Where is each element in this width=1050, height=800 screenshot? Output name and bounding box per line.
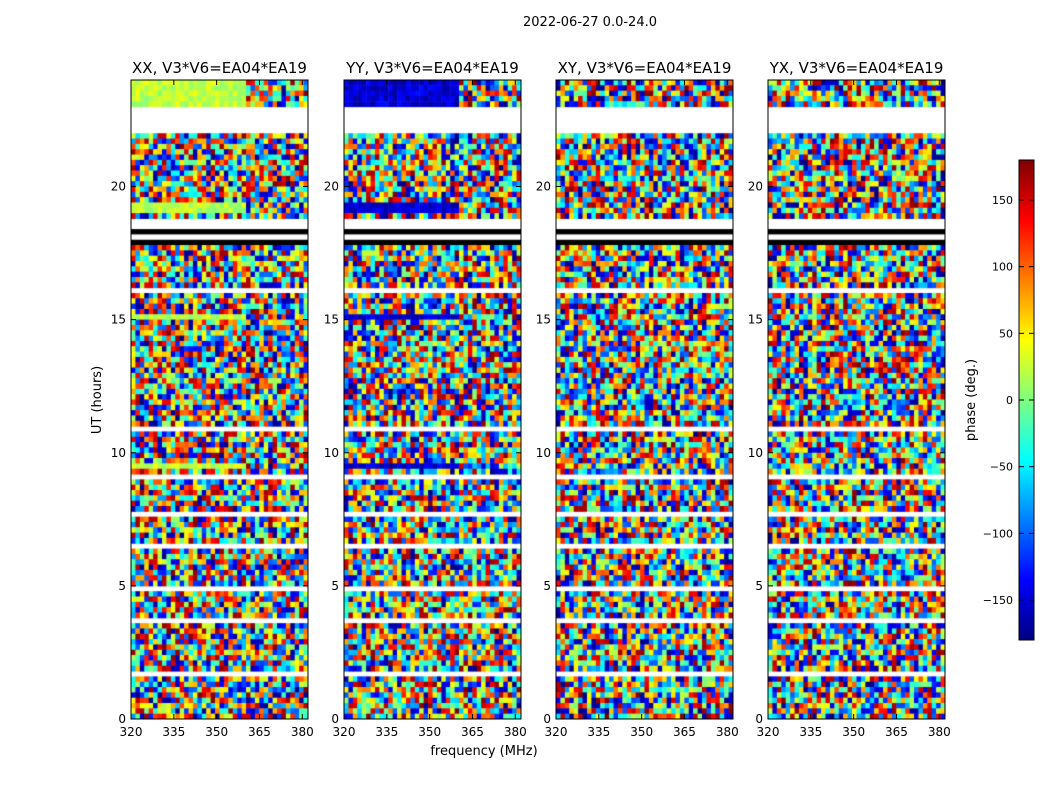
x-tick-label: 335 xyxy=(375,725,398,739)
y-tick-label: 10 xyxy=(324,446,339,460)
colorbar-tick-label: 50 xyxy=(999,327,1013,340)
y-tick-label: 20 xyxy=(111,180,126,194)
colorbar-ticks: −150 −100 −50 0 50 100 150 xyxy=(983,194,1034,607)
panel-4: YX, V3*V6=EA04*EA19 320 335 350 365 380 0 5 10 15… xyxy=(748,59,951,739)
x-tick-label: 320 xyxy=(120,725,143,739)
panel-frame xyxy=(343,79,522,720)
y-axis-label: UT (hours) xyxy=(90,366,105,434)
y-tick-label: 5 xyxy=(755,579,763,593)
y-tick-label: 5 xyxy=(118,579,126,593)
y-tick-label: 15 xyxy=(536,313,551,327)
panel-frame xyxy=(555,79,734,720)
y-tick-label: 0 xyxy=(331,712,339,726)
x-tick-label: 335 xyxy=(799,725,822,739)
colorbar-tick-label: 150 xyxy=(992,194,1013,207)
panel-title: YX, V3*V6=EA04*EA19 xyxy=(769,59,944,77)
y-tick-label: 10 xyxy=(536,446,551,460)
y-tick-label: 15 xyxy=(324,313,339,327)
y-tick-label: 20 xyxy=(748,180,763,194)
phase-heatmap-image xyxy=(131,80,308,719)
panel-3: XY, V3*V6=EA04*EA19 320 335 350 365 380 0 5 10 15… xyxy=(536,59,739,739)
x-tick-label: 365 xyxy=(673,725,696,739)
y-tick-label: 20 xyxy=(536,180,551,194)
colorbar-tick-label: −150 xyxy=(983,594,1013,607)
panel-frame xyxy=(767,79,946,720)
y-tick-label: 0 xyxy=(755,712,763,726)
colorbar: −150 −100 −50 0 50 100 150 phase (deg.) xyxy=(964,159,1035,641)
x-tick-label: 320 xyxy=(333,725,356,739)
y-tick-label: 0 xyxy=(543,712,551,726)
x-tick-label: 380 xyxy=(291,725,314,739)
phase-heatmap-image xyxy=(556,80,733,719)
y-tick-label: 0 xyxy=(118,712,126,726)
x-tick-label: 350 xyxy=(630,725,653,739)
colorbar-tick-label: −50 xyxy=(990,461,1013,474)
x-tick-label: 380 xyxy=(504,725,527,739)
y-tick-label: 10 xyxy=(748,446,763,460)
colorbar-tick-label: 100 xyxy=(992,261,1013,274)
panel-title: XX, V3*V6=EA04*EA19 xyxy=(132,59,307,77)
phase-heatmap-image xyxy=(344,80,521,719)
x-tick-label: 320 xyxy=(545,725,568,739)
figure-suptitle: 2022-06-27 0.0-24.0 xyxy=(523,15,657,30)
y-tick-label: 15 xyxy=(111,313,126,327)
x-tick-label: 350 xyxy=(842,725,865,739)
y-tick-label: 5 xyxy=(331,579,339,593)
x-tick-label: 365 xyxy=(885,725,908,739)
panel-2: YY, V3*V6=EA04*EA19 320 335 350 365 380 0 5 10 15… xyxy=(324,59,527,739)
x-tick-label: 365 xyxy=(248,725,271,739)
x-axis-label: frequency (MHz) xyxy=(430,744,537,759)
y-tick-label: 15 xyxy=(748,313,763,327)
x-tick-label: 365 xyxy=(461,725,484,739)
x-tick-label: 350 xyxy=(205,725,228,739)
x-tick-label: 350 xyxy=(418,725,441,739)
panel-frame xyxy=(130,79,309,720)
panel-1: XX, V3*V6=EA04*EA19 320 335 350 365 380 0 5 10 15… xyxy=(111,59,314,739)
x-tick-label: 380 xyxy=(928,725,951,739)
y-tick-label: 5 xyxy=(543,579,551,593)
phase-heatmap-image xyxy=(768,80,945,719)
x-tick-label: 335 xyxy=(162,725,185,739)
colorbar-tick-label: 0 xyxy=(1006,394,1013,407)
x-tick-label: 335 xyxy=(587,725,610,739)
colorbar-tick-label: −100 xyxy=(983,527,1013,540)
y-tick-label: 20 xyxy=(324,180,339,194)
x-tick-label: 380 xyxy=(716,725,739,739)
panel-title: YY, V3*V6=EA04*EA19 xyxy=(345,59,519,77)
panels-group: XX, V3*V6=EA04*EA19 320 335 350 365 380 0 5 10 15… xyxy=(111,59,951,739)
colorbar-label: phase (deg.) xyxy=(964,359,979,441)
panel-title: XY, V3*V6=EA04*EA19 xyxy=(558,59,732,77)
y-tick-label: 10 xyxy=(111,446,126,460)
x-tick-label: 320 xyxy=(757,725,780,739)
